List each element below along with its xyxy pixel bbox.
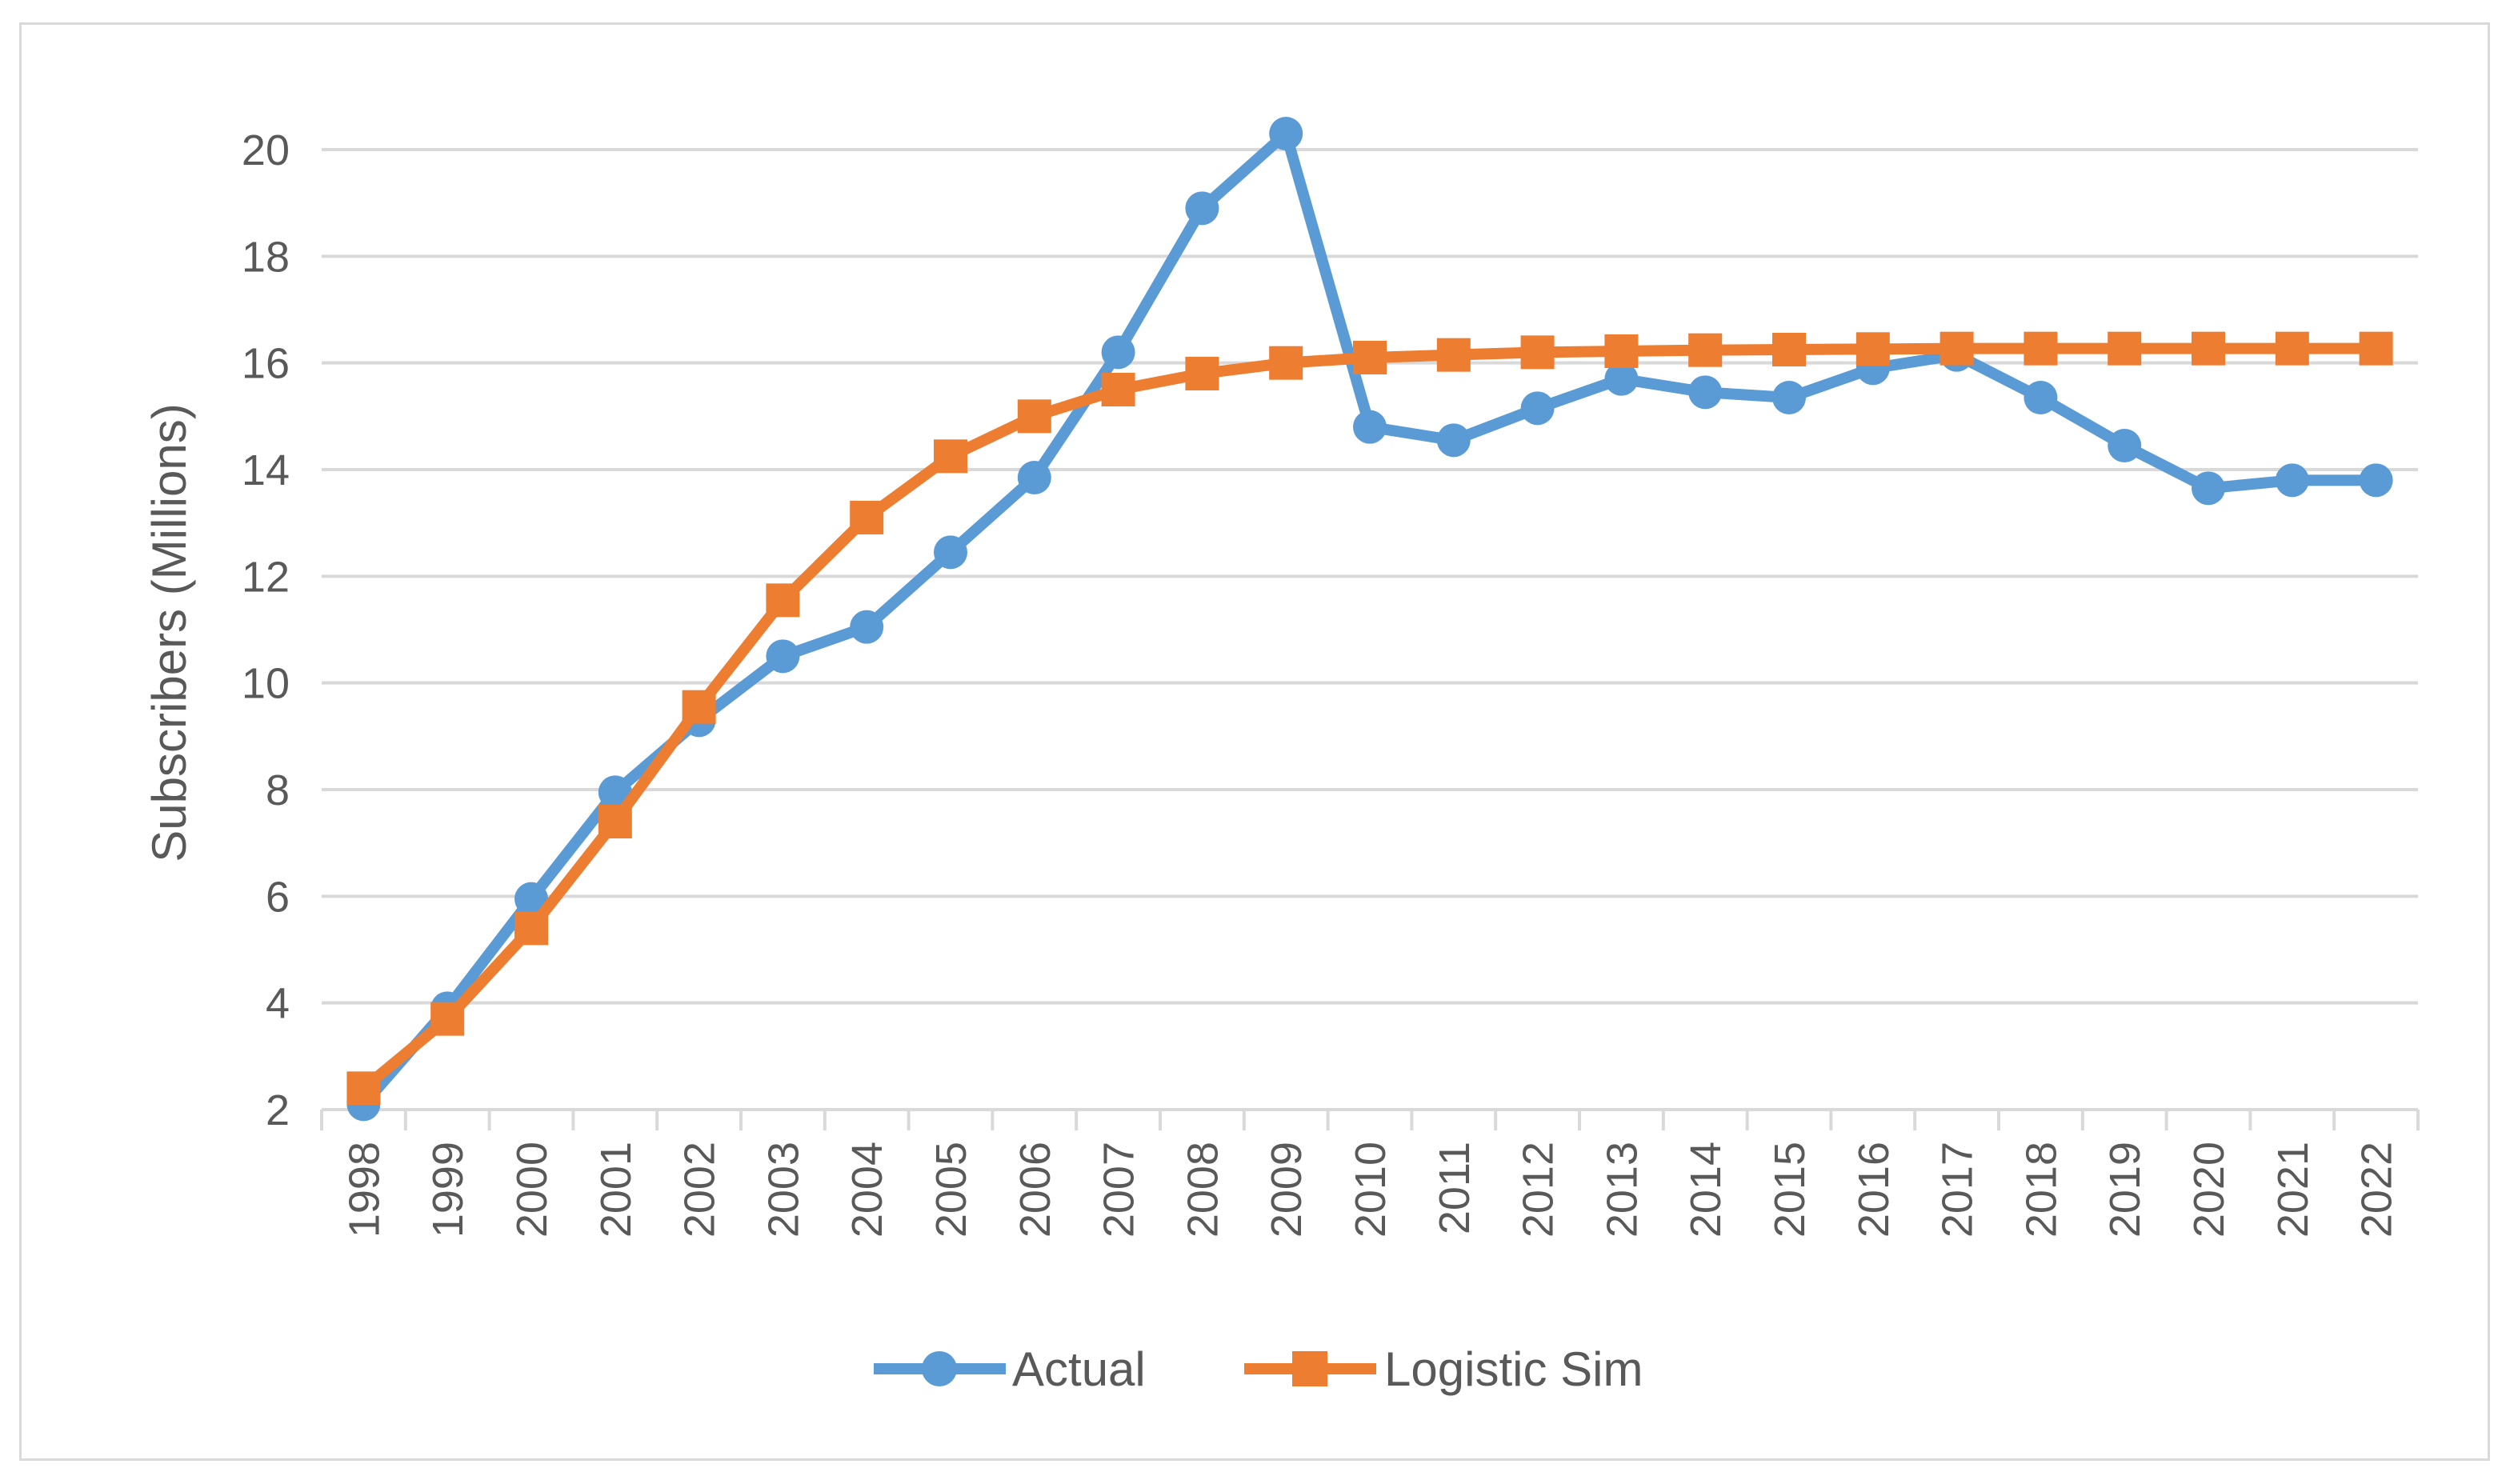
x-tick-label: 2010	[1347, 1142, 1395, 1238]
gridlines	[322, 148, 2418, 1005]
series-line	[358, 342, 2382, 1094]
legend-marker	[1292, 1351, 1327, 1386]
data-point	[2275, 463, 2309, 498]
data-point	[2108, 331, 2142, 366]
data-point	[1185, 357, 1219, 390]
x-tick-label: 2004	[843, 1142, 891, 1238]
data-point	[2359, 331, 2393, 366]
legend-marker	[922, 1351, 957, 1386]
legend: Actual Logistic Sim	[874, 1342, 1643, 1396]
y-axis-ticks: 2 4 6 8 10 12 14 16 18 20	[242, 126, 290, 1134]
data-point	[2108, 429, 2142, 462]
x-tick-label: 2003	[759, 1142, 807, 1238]
data-point	[934, 535, 967, 570]
data-point	[2024, 381, 2058, 414]
legend-label: Logistic Sim	[1384, 1342, 1643, 1396]
data-point	[1520, 391, 1555, 426]
data-point	[2024, 331, 2058, 366]
series-logistic-sim	[346, 331, 2393, 1106]
data-point	[514, 911, 548, 946]
x-tick-label: 2018	[2017, 1142, 2065, 1238]
y-tick-label: 6	[266, 873, 290, 921]
y-tick-label: 12	[242, 553, 290, 601]
data-point	[1353, 341, 1387, 374]
x-tick-label: 2006	[1011, 1142, 1059, 1238]
x-tick-label: 2021	[2269, 1142, 2317, 1238]
x-tick-label: 2015	[1766, 1142, 1814, 1238]
x-axis	[320, 1108, 2420, 1130]
series-line	[358, 128, 2382, 1110]
x-tick-label: 2005	[927, 1142, 975, 1238]
y-tick-label: 8	[266, 766, 290, 814]
x-tick-label: 2009	[1263, 1142, 1311, 1238]
data-point	[1772, 381, 1806, 414]
y-tick-label: 14	[242, 446, 290, 494]
data-point	[1353, 410, 1387, 444]
data-point	[514, 882, 548, 916]
data-point	[850, 610, 884, 644]
y-tick-label: 10	[242, 660, 290, 708]
data-point	[1269, 346, 1303, 380]
y-axis-title: Subscribers (Millions)	[142, 403, 196, 862]
x-tick-label: 2016	[1850, 1142, 1898, 1238]
x-tick-label: 1999	[424, 1142, 472, 1238]
chart-frame: 2 4 6 8 10 12 14 16 18 20 1998 1999 2000 2001 2002 200…	[19, 22, 2490, 1461]
legend-label: Actual	[1012, 1342, 1146, 1396]
data-point	[1688, 333, 1723, 367]
data-point	[346, 1071, 381, 1106]
x-tick-label: 2014	[1682, 1142, 1730, 1238]
data-point	[766, 583, 800, 618]
x-tick-label: 2020	[2185, 1142, 2233, 1238]
data-point	[766, 639, 800, 674]
data-point	[1604, 334, 1639, 368]
data-point	[2192, 331, 2225, 366]
data-point	[598, 805, 632, 838]
x-tick-label: 2002	[676, 1142, 724, 1238]
x-tick-label: 2008	[1179, 1142, 1227, 1238]
data-point	[2359, 463, 2393, 498]
series-layer	[346, 117, 2393, 1122]
data-point	[1269, 117, 1303, 150]
data-point	[1101, 373, 1135, 406]
data-point	[1017, 461, 1051, 494]
data-point	[1940, 331, 1974, 366]
data-point	[1604, 362, 1639, 396]
legend-item-logistic-sim: Logistic Sim	[1244, 1342, 1643, 1396]
data-point	[1436, 423, 1471, 458]
x-tick-label: 2011	[1431, 1142, 1479, 1234]
x-tick-label: 2017	[1934, 1142, 1982, 1238]
x-tick-label: 1998	[340, 1142, 388, 1238]
y-tick-label: 2	[266, 1086, 290, 1134]
data-point	[1772, 333, 1806, 366]
line-chart: 2 4 6 8 10 12 14 16 18 20 1998 1999 2000 2001 2002 200…	[142, 117, 2420, 1396]
data-point	[1855, 332, 1890, 366]
x-tick-label: 2013	[1598, 1142, 1646, 1238]
x-tick-label: 2007	[1095, 1142, 1143, 1238]
y-tick-label: 16	[242, 340, 290, 388]
x-tick-label: 2001	[592, 1142, 640, 1238]
data-point	[1017, 399, 1051, 434]
y-tick-label: 20	[242, 126, 290, 174]
x-tick-label: 2012	[1515, 1142, 1563, 1238]
y-tick-label: 4	[266, 980, 290, 1028]
series-actual	[346, 117, 2393, 1122]
data-point	[1101, 335, 1135, 370]
data-point	[1688, 375, 1723, 410]
x-tick-label: 2019	[2101, 1142, 2149, 1238]
data-point	[934, 439, 967, 474]
x-tick-label: 2000	[508, 1142, 556, 1238]
data-point	[850, 501, 884, 534]
x-tick-label: 2022	[2353, 1142, 2401, 1238]
data-point	[430, 1002, 465, 1036]
data-point	[1520, 335, 1555, 370]
y-tick-label: 18	[242, 233, 290, 281]
legend-item-actual: Actual	[874, 1342, 1146, 1396]
data-point	[1436, 338, 1471, 372]
data-point	[682, 690, 716, 724]
data-point	[1185, 191, 1219, 226]
data-point	[2192, 471, 2225, 506]
x-axis-ticks: 1998 1999 2000 2001 2002 2003 2004 2005 2006 2007…	[340, 1142, 2400, 1238]
data-point	[2275, 331, 2309, 366]
